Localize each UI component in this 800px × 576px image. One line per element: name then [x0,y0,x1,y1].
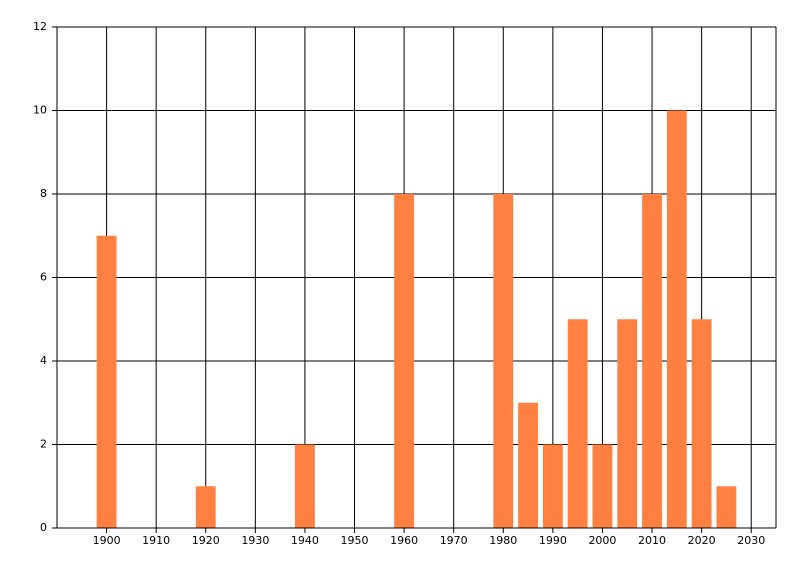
x-tick-label: 2010 [638,534,666,547]
bar [96,235,117,528]
bar [592,444,613,528]
x-tick-label: 1990 [539,534,567,547]
y-tick-label: 6 [40,271,47,284]
y-tick-label: 10 [33,104,47,117]
bar [394,194,415,528]
bar [617,319,638,528]
bar [493,194,514,528]
x-tick-label: 1980 [489,534,517,547]
x-tick-label: 1960 [390,534,418,547]
bar [716,486,737,528]
x-tick-label: 1910 [142,534,170,547]
x-tick-label: 1920 [192,534,220,547]
bar [518,402,538,528]
x-tick-label: 1930 [241,534,269,547]
y-tick-label: 4 [40,354,47,367]
y-tick-label: 0 [40,521,47,534]
x-tick-label: 2030 [737,534,765,547]
bar [195,486,216,528]
x-tick-label: 2020 [688,534,716,547]
y-tick-label: 8 [40,187,47,200]
y-tick-label: 12 [33,20,47,33]
bar [691,319,712,528]
x-tick-label: 2000 [588,534,616,547]
bar [542,444,563,528]
x-tick-label: 1950 [341,534,369,547]
x-tick-label: 1970 [440,534,468,547]
bar [567,319,588,528]
y-tick-label: 2 [40,438,47,451]
x-tick-label: 1900 [93,534,121,547]
bar [642,194,662,528]
bar [666,110,687,528]
x-tick-label: 1940 [291,534,319,547]
bar [295,444,315,528]
